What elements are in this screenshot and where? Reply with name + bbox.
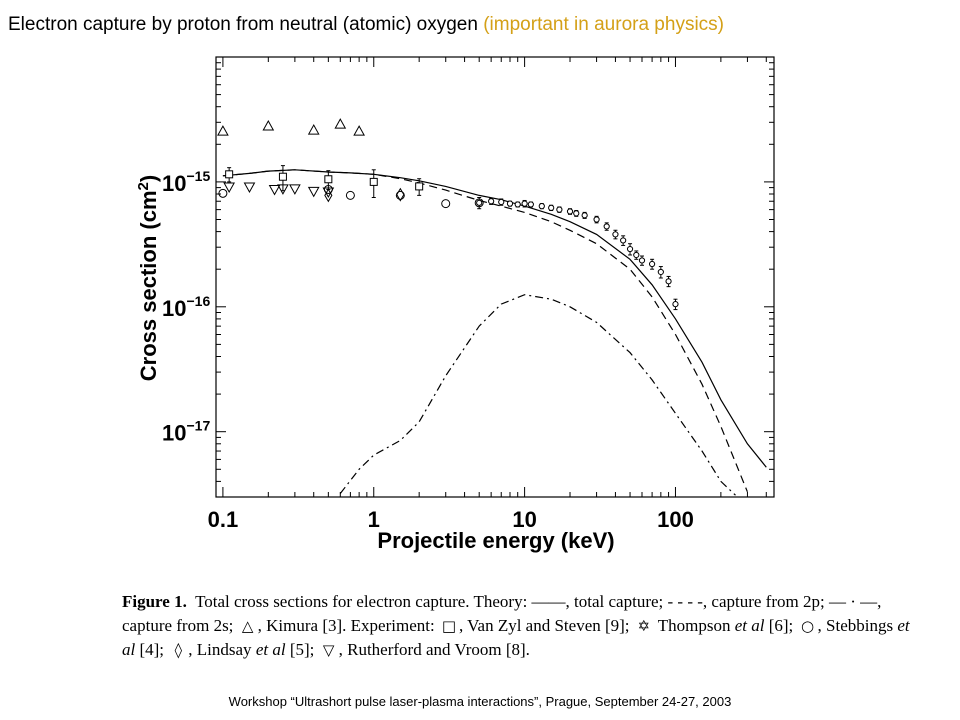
star-marker — [626, 245, 634, 253]
y-axis-label: Cross section (cm2) — [135, 175, 161, 381]
circle-marker — [345, 190, 355, 200]
triangle-up-marker — [307, 124, 320, 135]
y-tick-label: 10−17 — [162, 418, 210, 446]
x-tick-label: 1 — [368, 507, 380, 532]
triangle-down-marker — [289, 184, 301, 195]
diamond-marker — [396, 187, 405, 202]
star-marker — [521, 200, 528, 207]
triangle-down-icon: ▽ — [322, 641, 335, 659]
x-axis-label: Projectile energy (keV) — [377, 528, 614, 553]
x-tick-label: 10 — [512, 507, 536, 532]
circle-marker — [441, 199, 451, 209]
star-marker — [488, 198, 495, 205]
star-marker — [581, 212, 588, 219]
triangle-up-marker — [217, 125, 229, 136]
caption-etal: et al — [255, 640, 286, 659]
square-marker — [415, 182, 424, 191]
caption-stebbings-ref: [4]; — [139, 640, 165, 659]
caption-vanzyl: , Van Zyl and Steven [9]; — [458, 616, 630, 635]
star-marker — [620, 237, 627, 244]
star-marker — [648, 260, 656, 268]
y-axis-label-sup: 2 — [135, 182, 152, 190]
circle-icon: ○ — [800, 617, 815, 635]
triangle-down-marker — [243, 182, 256, 194]
curve-dashed — [222, 169, 748, 493]
x-tick-labels: 0.1 1 10 100 — [208, 507, 694, 532]
star-marker — [665, 278, 672, 285]
star-icon: ✡ — [637, 617, 651, 635]
triangle-up-marker — [334, 118, 347, 129]
star-marker — [498, 198, 505, 206]
caption-thompson: Thompson — [657, 616, 731, 635]
star-marker — [538, 203, 545, 210]
caption-stebbings: , Stebbings — [817, 616, 894, 635]
circle-marker — [395, 190, 405, 200]
square-marker — [324, 175, 333, 184]
title-accent: (important in aurora physics) — [483, 14, 724, 35]
circle-marker — [323, 184, 333, 194]
slide-title: Electron capture by proton from neutral … — [8, 14, 724, 36]
diamond-icon: ◊ — [174, 641, 182, 659]
y-tick-label: 10−16 — [162, 293, 210, 321]
y-tick-label: 10−15 — [162, 168, 210, 196]
title-main: Electron capture by proton from neutral … — [8, 14, 478, 35]
caption-kimura: , Kimura [3]. Experiment: — [257, 616, 435, 635]
caption-etal: et al — [122, 616, 910, 659]
curve-dashdot — [339, 294, 736, 496]
star-marker — [638, 257, 646, 264]
square-icon: □ — [441, 617, 457, 635]
star-marker — [657, 268, 664, 276]
triangle-down-marker — [307, 186, 320, 198]
star-marker — [566, 208, 574, 215]
y-tick-labels: 10−15 10−16 10−17 — [162, 168, 210, 446]
star-marker — [476, 199, 483, 206]
x-tick-label: 0.1 — [208, 507, 239, 532]
star-marker — [527, 201, 534, 208]
x-tick-label: 100 — [657, 507, 694, 532]
triangle-up-icon: △ — [241, 617, 254, 635]
square-marker — [225, 170, 234, 179]
curve-solid — [222, 169, 767, 468]
star-marker — [506, 200, 514, 207]
caption-text-theory: Total cross sections for electron captur… — [122, 592, 882, 635]
experiment-markers — [217, 118, 679, 311]
cross-section-chart: 0.1 1 10 100 10−15 10−16 10−17 Projectile ene… — [135, 56, 775, 553]
figure-caption: Figure 1. Total cross sections for elect… — [122, 590, 912, 662]
triangle-down-marker — [223, 182, 235, 194]
star-marker — [603, 223, 610, 230]
footer-text: Workshop “Ultrashort pulse laser-plasma … — [228, 694, 732, 709]
caption-thompson-ref: [6]; — [768, 616, 794, 635]
square-marker — [278, 172, 287, 181]
figure-label: Figure 1. — [122, 592, 187, 611]
caption-lindsay-ref: [5]; — [289, 640, 315, 659]
star-marker — [593, 216, 600, 223]
triangle-down-marker — [268, 184, 281, 196]
triangle-up-marker — [353, 125, 365, 136]
axis-ticks — [216, 57, 774, 498]
star-marker — [672, 301, 679, 308]
caption-rutherford: , Rutherford and Vroom [8]. — [338, 640, 530, 659]
square-marker — [369, 177, 378, 186]
y-axis-label-main: Cross section (cm — [136, 190, 161, 381]
star-marker — [612, 231, 619, 238]
star-marker — [514, 201, 521, 208]
circle-marker — [218, 188, 228, 198]
star-marker — [556, 206, 563, 213]
caption-etal: et al — [734, 616, 765, 635]
diamond-marker — [324, 188, 333, 203]
y-axis-label-close: ) — [136, 175, 161, 182]
plot-frame — [215, 56, 775, 498]
triangle-up-marker — [262, 120, 275, 131]
theory-curves — [222, 169, 767, 496]
caption-lindsay: , Lindsay — [188, 640, 252, 659]
star-marker — [548, 204, 555, 211]
star-marker — [633, 251, 640, 259]
star-marker — [573, 210, 580, 217]
